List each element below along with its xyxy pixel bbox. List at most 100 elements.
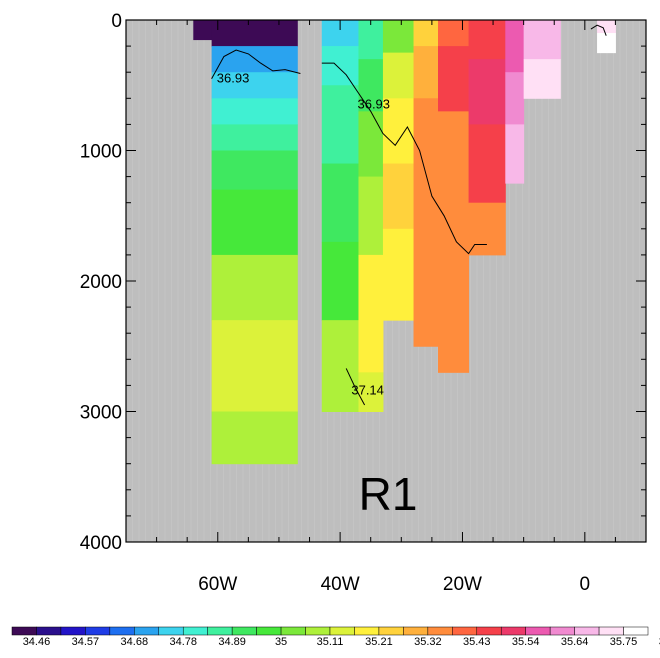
salinity-cell bbox=[523, 20, 561, 60]
colorbar-swatch bbox=[623, 626, 649, 636]
colorbar-label: 34.46 bbox=[23, 636, 51, 648]
salinity-cell bbox=[413, 98, 439, 178]
salinity-cell bbox=[321, 320, 359, 412]
colorbar-swatch bbox=[378, 626, 404, 636]
colorbar-swatch bbox=[476, 626, 502, 636]
colorbar-label: 35.43 bbox=[463, 636, 491, 648]
colorbar-swatch bbox=[574, 626, 600, 636]
colorbar-swatch bbox=[85, 626, 111, 636]
colorbar-label: 34.68 bbox=[121, 636, 149, 648]
salinity-cell bbox=[211, 189, 298, 256]
contour-label: 36.93 bbox=[357, 97, 390, 112]
salinity-cell bbox=[358, 111, 384, 178]
contour-line bbox=[321, 62, 487, 255]
colorbar: 34.46 34.57 34.68 34.78 34.89 35 35.11 35.21 35.… bbox=[11, 626, 660, 648]
colorbar-label: 35.11 bbox=[317, 636, 344, 648]
salinity-cell bbox=[211, 320, 298, 412]
colorbar-label: 35.54 bbox=[512, 636, 540, 648]
colorbar-swatch bbox=[109, 626, 135, 636]
colorbar-swatch bbox=[36, 626, 62, 636]
x-tick-label: 60W bbox=[198, 574, 237, 595]
salinity-cell bbox=[358, 254, 384, 373]
salinity-cell bbox=[358, 372, 384, 412]
colorbar-swatch bbox=[525, 626, 551, 636]
colorbar-swatch bbox=[329, 626, 355, 636]
colorbar-label: 34.57 bbox=[72, 636, 100, 648]
colorbar-label: 35.86 bbox=[659, 636, 660, 648]
salinity-cell bbox=[413, 20, 439, 47]
salinity-cell bbox=[597, 33, 616, 54]
salinity-cell bbox=[193, 20, 213, 41]
colorbar-swatch bbox=[354, 626, 380, 636]
salinity-cell bbox=[505, 72, 525, 125]
salinity-cell bbox=[438, 20, 470, 47]
contour-line bbox=[345, 368, 366, 406]
contour-label: 36.93 bbox=[217, 70, 250, 85]
colorbar-label: 35.64 bbox=[561, 636, 589, 648]
salinity-cell bbox=[468, 20, 506, 60]
colorbar-swatch bbox=[207, 626, 233, 636]
salinity-cell bbox=[438, 111, 470, 165]
colorbar-label: 35.75 bbox=[610, 636, 638, 648]
colorbar-label: 35 bbox=[275, 636, 287, 648]
salinity-cell bbox=[321, 241, 359, 321]
colorbar-label: 34.89 bbox=[218, 636, 246, 648]
colorbar-swatch bbox=[403, 626, 429, 636]
colorbar-swatch bbox=[500, 626, 526, 636]
salinity-cell bbox=[505, 20, 525, 73]
salinity-cell bbox=[211, 150, 298, 191]
contour-line bbox=[211, 49, 301, 79]
salinity-cell bbox=[321, 85, 359, 165]
y-tick-label: 3000 bbox=[80, 403, 122, 424]
colorbar-swatch bbox=[427, 626, 453, 636]
salinity-cell bbox=[382, 52, 415, 99]
colorbar-swatch bbox=[11, 626, 37, 636]
colorbar-swatch bbox=[256, 626, 282, 636]
panel-label: R1 bbox=[359, 468, 418, 520]
salinity-cell bbox=[211, 72, 298, 99]
colorbar-swatch bbox=[134, 626, 160, 636]
colorbar-swatch bbox=[280, 626, 306, 636]
colorbar-label: 35.21 bbox=[365, 636, 393, 648]
colorbar-swatch bbox=[549, 626, 575, 636]
salinity-cell bbox=[468, 59, 506, 125]
salinity-cell bbox=[382, 163, 415, 230]
salinity-cell bbox=[211, 124, 298, 151]
colorbar-label: 34.78 bbox=[169, 636, 197, 648]
salinity-cell bbox=[438, 163, 470, 373]
salinity-cell bbox=[438, 46, 470, 112]
colorbar-swatch bbox=[452, 626, 478, 636]
x-tick-label: 0 bbox=[580, 574, 591, 595]
y-axis: 0 1000 2000 3000 4000 bbox=[80, 11, 646, 554]
salinity-cell bbox=[505, 124, 525, 184]
x-tick-label: 20W bbox=[443, 574, 482, 595]
salinity-cell bbox=[211, 98, 298, 125]
colorbar-swatch bbox=[158, 626, 184, 636]
colorbar-swatch bbox=[305, 626, 331, 636]
contour-label: 37.14 bbox=[351, 382, 384, 397]
contour-line bbox=[590, 24, 607, 36]
y-tick-label: 1000 bbox=[80, 142, 122, 163]
y-tick-label: 4000 bbox=[80, 533, 122, 554]
plot-area: 36.93 36.93 37.14 bbox=[125, 20, 647, 542]
salinity-cell bbox=[523, 59, 561, 99]
salinity-cell bbox=[468, 202, 506, 256]
salinity-cell bbox=[597, 20, 616, 34]
colorbar-swatch bbox=[60, 626, 86, 636]
salinity-cell bbox=[321, 46, 359, 86]
y-tick-label: 2000 bbox=[80, 272, 122, 293]
salinity-cell bbox=[468, 124, 506, 204]
x-tick-label: 40W bbox=[321, 574, 360, 595]
salinity-cell bbox=[382, 20, 415, 54]
salinity-cell bbox=[382, 228, 415, 321]
salinity-cell bbox=[211, 254, 298, 321]
salinity-cell bbox=[358, 20, 384, 60]
colorbar-swatch bbox=[231, 626, 257, 636]
colorbar-swatch bbox=[598, 626, 624, 636]
salinity-cell bbox=[413, 46, 439, 99]
salinity-cell bbox=[413, 176, 439, 282]
colorbar-label: 35.32 bbox=[414, 636, 442, 648]
salinity-cell bbox=[211, 46, 298, 73]
salinity-cell bbox=[211, 411, 298, 465]
